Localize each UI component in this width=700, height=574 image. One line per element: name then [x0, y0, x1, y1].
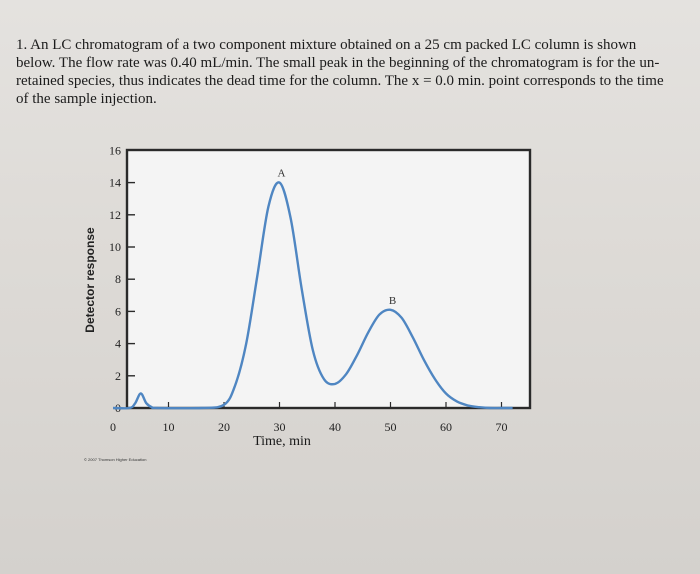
series-layer [112, 181, 513, 410]
y-tick-label: 6 [115, 304, 121, 318]
x-tick-label: 30 [274, 420, 286, 434]
chromatogram-trace [112, 181, 513, 410]
x-tick-label: 70 [496, 420, 508, 434]
copyright-notice: © 2007 Thomson Higher Education [84, 457, 146, 462]
peak-labels: AB [278, 168, 397, 307]
plot-frame [125, 148, 532, 410]
y-tick-label: 4 [115, 337, 121, 351]
x-tick-label: 20 [218, 420, 230, 434]
y-tick-label: 14 [109, 176, 121, 190]
y-tick-label: 2 [115, 369, 121, 383]
y-tick-label: 10 [109, 240, 121, 254]
x-tick-label: 40 [329, 420, 341, 434]
x-tick-label: 10 [163, 420, 175, 434]
y-axis-title: Detector response [83, 227, 97, 333]
x-tick-label: 50 [385, 420, 397, 434]
y-tick-label: 8 [115, 272, 121, 286]
peak-label: A [278, 168, 286, 180]
peak-label: B [389, 295, 396, 307]
x-tick-label: 0 [110, 420, 116, 434]
x-axis-title: Time, min [253, 434, 311, 449]
y-tick-label: 12 [109, 208, 121, 222]
x-axis: 0 10 20 30 40 50 60 70 [110, 402, 508, 434]
question-text: 1. An LC chromatogram of a two component… [16, 37, 664, 107]
x-tick-label: 60 [440, 420, 452, 434]
y-tick-label: 16 [109, 143, 121, 157]
